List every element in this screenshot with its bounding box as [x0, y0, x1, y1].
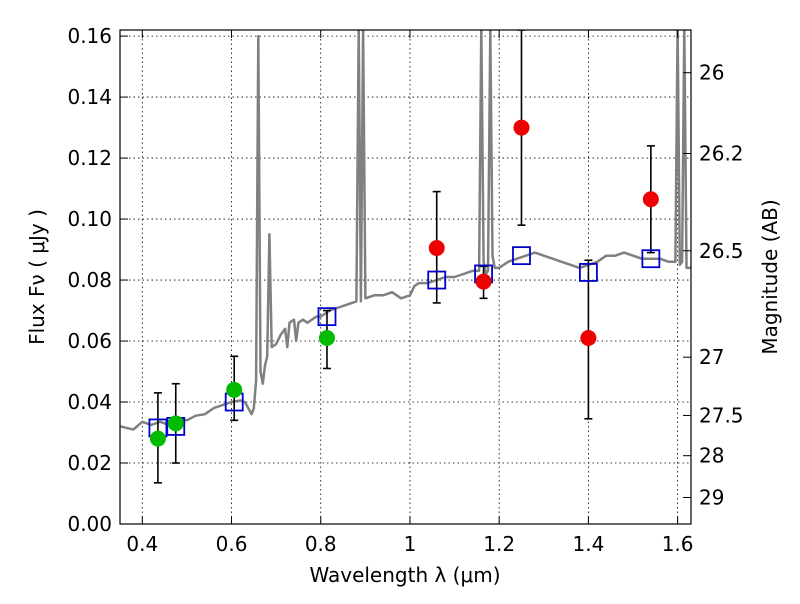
right-tick-label: 26 — [699, 61, 724, 85]
y-tick-label: 0.08 — [67, 268, 112, 292]
data-point — [167, 415, 184, 432]
y-tick-label: 0.02 — [67, 451, 112, 475]
model-square — [578, 263, 598, 282]
model-square — [512, 246, 531, 266]
right-tick-label: 27.5 — [699, 403, 744, 427]
y-tick-label: 0.06 — [67, 329, 112, 353]
x-tick-label: 1 — [404, 532, 417, 556]
x-tick-label: 0.8 — [305, 532, 337, 556]
right-tick-label: 29 — [699, 485, 724, 509]
y-tick-label: 0.14 — [67, 85, 112, 109]
x-tick-label: 1.2 — [483, 532, 515, 556]
data-point — [580, 329, 597, 346]
x-axis-label: Wavelength λ (μm) — [309, 563, 500, 587]
y-axis-label: Flux Fν ( μJy ) — [25, 209, 49, 345]
x-tick-label: 0.6 — [216, 532, 248, 556]
right-tick-label: 26.5 — [699, 239, 744, 263]
x-tick-label: 0.4 — [126, 532, 158, 556]
data-point — [149, 430, 166, 447]
data-point — [226, 381, 243, 398]
spectrum-layer — [120, 30, 691, 431]
observed-points-layer — [149, 119, 659, 447]
ticks: 0.4 0.6 0.8 1 1.2 1.4 1.6 0.00 0.02 0.04 0.06 0.08 0… — [67, 24, 743, 556]
data-point — [318, 329, 335, 346]
spectrum-line — [120, 30, 691, 431]
right-tick-label: 27 — [699, 345, 724, 369]
y-tick-label: 0.10 — [67, 207, 112, 231]
y-tick-label: 0.04 — [67, 390, 112, 414]
model-square — [427, 270, 447, 290]
right-axis-label: Magnitude (AB) — [758, 199, 782, 354]
plot-frame — [119, 29, 692, 525]
data-point — [513, 119, 530, 136]
model-square — [317, 307, 337, 327]
data-point — [428, 240, 445, 257]
right-tick-label: 26.2 — [699, 142, 744, 166]
right-tick-label: 28 — [699, 444, 724, 468]
y-tick-label: 0.16 — [67, 24, 112, 48]
x-tick-label: 1.6 — [662, 532, 694, 556]
errorbar-layer — [153, 30, 655, 484]
grid — [120, 30, 691, 525]
y-tick-label: 0.00 — [67, 512, 112, 536]
data-point — [475, 273, 492, 290]
model-square — [641, 249, 661, 269]
data-point — [642, 191, 659, 208]
x-tick-label: 1.4 — [572, 532, 604, 556]
y-tick-label: 0.12 — [67, 146, 112, 170]
